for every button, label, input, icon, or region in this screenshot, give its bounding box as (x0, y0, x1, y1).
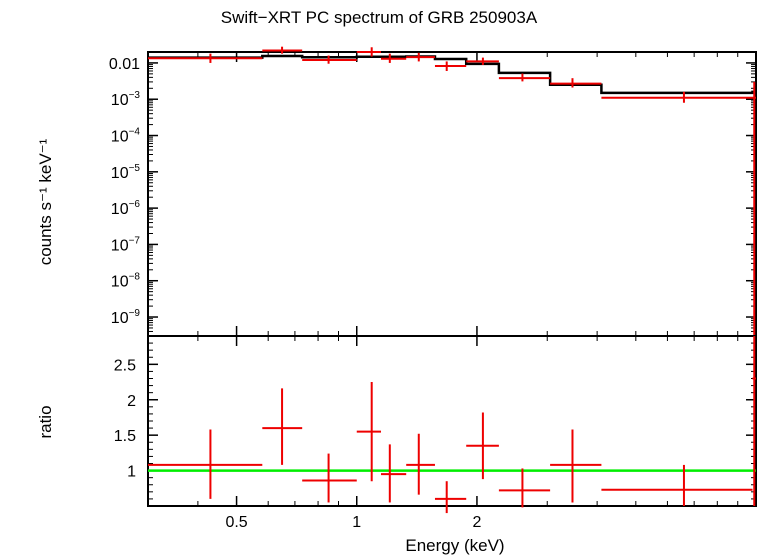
ratio-data-point (434, 481, 467, 514)
ratio-data-point (262, 388, 303, 465)
spectrum-data-point (550, 78, 602, 88)
x-tick-label: 1 (352, 514, 361, 531)
y-tick-label: 1.5 (114, 428, 136, 445)
x-tick-label: 0.5 (225, 514, 247, 531)
spectrum-data-point (380, 53, 407, 63)
ratio-data-point (550, 429, 602, 503)
spectrum-data-point (356, 47, 381, 57)
y-tick-label: 1 (127, 464, 136, 481)
spectrum-data-point (406, 52, 435, 62)
spectrum-data-point (601, 91, 753, 103)
y-tick-label: 10−4 (111, 127, 141, 146)
y-tick-label: 10−7 (111, 235, 141, 254)
spectrum-data-point (752, 81, 756, 336)
y-tick-label: 10−9 (111, 308, 141, 327)
ratio-panel: 1 1.5 2 2.5 0.5 1 2 (114, 335, 757, 531)
ratio-data-point (466, 412, 499, 480)
ratio-data-point (302, 453, 357, 503)
y-tick-label: 0.01 (109, 56, 140, 73)
y-tick-label: 10−3 (111, 90, 141, 109)
y-tick-label: 10−5 (111, 163, 141, 182)
x-tick-label: 2 (472, 514, 481, 531)
y-tick-label: 10−8 (111, 272, 141, 291)
spectrum-data-point (302, 55, 357, 64)
spectrum-frame (147, 51, 757, 337)
ratio-data-point (601, 464, 753, 506)
spectrum-data-point (466, 57, 499, 65)
spectrum-data-point (498, 73, 551, 82)
ratio-data-point (406, 433, 435, 495)
ratio-frame (147, 335, 757, 507)
chart-title: Swift−XRT PC spectrum of GRB 250903A (220, 8, 538, 27)
spectrum-data-point (434, 61, 467, 71)
y-tick-label: 2.5 (114, 357, 136, 374)
ratio-data-point (148, 429, 263, 499)
ratio-data-point (380, 444, 407, 503)
spectrum-panel: 10−9 10−8 10−7 10−6 10−5 10−4 10−3 0.01 (109, 46, 757, 337)
y-tick-label: 2 (127, 393, 136, 410)
ratio-data-point (498, 468, 551, 508)
model-step-line (148, 54, 756, 95)
ratio-data-point (752, 336, 756, 506)
ratio-data-point (356, 382, 381, 482)
spectrum-data-point (262, 46, 303, 54)
y-tick-label: 10−6 (111, 199, 141, 218)
x-axis-label: Energy (keV) (405, 536, 505, 555)
spectrum-data-point (148, 53, 263, 63)
